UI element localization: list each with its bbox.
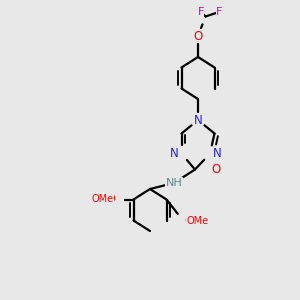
Text: OMe: OMe: [92, 194, 114, 205]
Text: N: N: [194, 113, 202, 127]
Text: N: N: [170, 147, 179, 160]
Text: O: O: [194, 29, 202, 43]
Text: OMe: OMe: [186, 215, 208, 226]
Text: F: F: [198, 7, 204, 17]
Text: F: F: [216, 7, 222, 17]
Text: O: O: [212, 163, 220, 176]
Text: O: O: [184, 215, 193, 226]
Text: NH: NH: [166, 178, 182, 188]
Text: N: N: [212, 147, 221, 160]
Text: O: O: [107, 194, 116, 205]
